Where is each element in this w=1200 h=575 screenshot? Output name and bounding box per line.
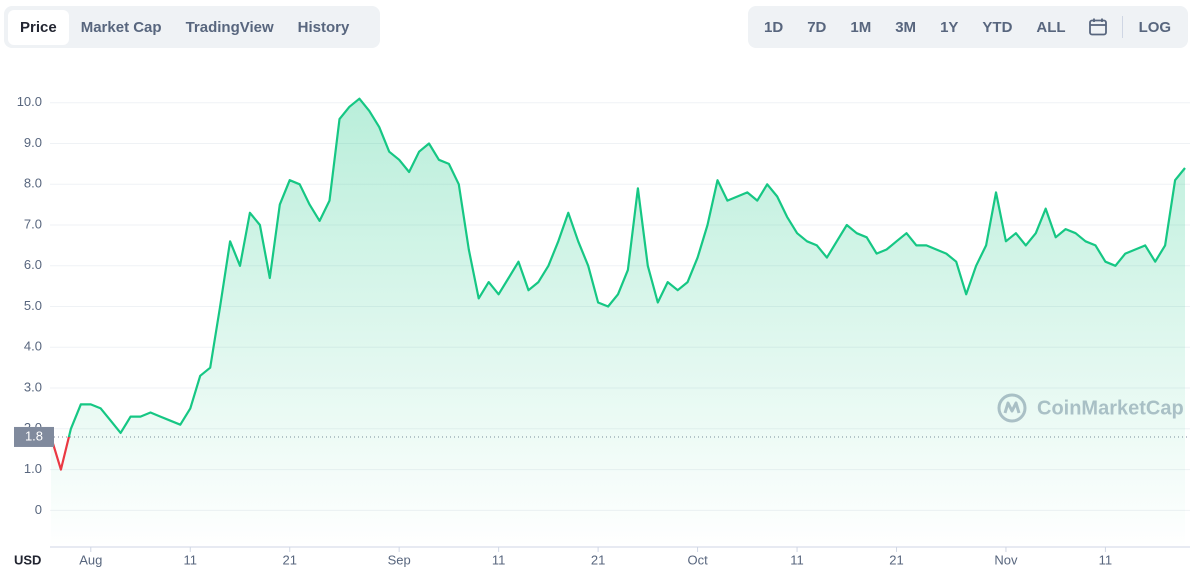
tab-bar: Price Market Cap TradingView History bbox=[4, 6, 380, 48]
x-tick-label: 11 bbox=[790, 552, 804, 567]
y-tick-label: 1.0 bbox=[24, 461, 42, 476]
y-tick-label: 3.0 bbox=[24, 379, 42, 394]
tab[interactable]: Market Cap bbox=[80, 18, 162, 36]
baseline-label-bg bbox=[14, 426, 54, 447]
y-tick-label: 4.0 bbox=[24, 339, 42, 354]
tab[interactable]: Price bbox=[8, 9, 69, 45]
x-tick-label: Nov bbox=[994, 552, 1018, 567]
x-tick-label: Sep bbox=[388, 552, 411, 567]
tab[interactable]: TradingView bbox=[185, 18, 274, 36]
x-tick-label: 21 bbox=[283, 552, 297, 567]
range-bar: 1D 7D 1M 3M 1Y YTD ALL LOG bbox=[748, 6, 1188, 48]
y-tick-label: 7.0 bbox=[24, 216, 42, 231]
price-area bbox=[51, 98, 1185, 547]
x-tick-label: Oct bbox=[687, 552, 708, 567]
separator bbox=[1121, 16, 1123, 38]
grid bbox=[50, 102, 1190, 511]
y-tick-label: 0 bbox=[35, 502, 42, 517]
range-button[interactable]: 1M bbox=[850, 18, 872, 36]
calendar-button[interactable] bbox=[1078, 11, 1118, 43]
y-tick-label: 10.0 bbox=[17, 94, 42, 109]
x-tick-label: 11 bbox=[184, 552, 198, 567]
range-button[interactable]: YTD bbox=[982, 18, 1013, 36]
log-button[interactable]: LOG bbox=[1138, 18, 1172, 36]
y-tick-label: 2.0 bbox=[24, 420, 42, 435]
range-button[interactable]: 1D bbox=[764, 18, 784, 36]
range-button[interactable]: 1Y bbox=[940, 18, 959, 36]
x-tick-label: 21 bbox=[889, 552, 903, 567]
y-tick-label: 9.0 bbox=[24, 135, 42, 150]
y-tick-label: 8.0 bbox=[24, 176, 42, 191]
tab[interactable]: History bbox=[297, 18, 350, 36]
watermark-text: CoinMarketCap bbox=[1037, 397, 1184, 419]
y-tick-label: 6.0 bbox=[24, 257, 42, 272]
watermark bbox=[997, 393, 1027, 423]
calendar-icon bbox=[1088, 18, 1107, 36]
range-button[interactable]: 3M bbox=[895, 18, 917, 36]
x-tick-label: Aug bbox=[79, 552, 102, 567]
price-line bbox=[49, 97, 1186, 471]
x-tick-label: 11 bbox=[492, 552, 506, 567]
baseline-label: 1.8 bbox=[25, 428, 43, 443]
range-button[interactable]: 7D bbox=[807, 18, 827, 36]
unit-label: USD bbox=[14, 552, 41, 567]
y-tick-label: 5.0 bbox=[24, 298, 42, 313]
range-button[interactable]: ALL bbox=[1036, 18, 1066, 36]
x-tick-label: 11 bbox=[1099, 552, 1113, 567]
x-tick-label: 21 bbox=[591, 552, 605, 567]
